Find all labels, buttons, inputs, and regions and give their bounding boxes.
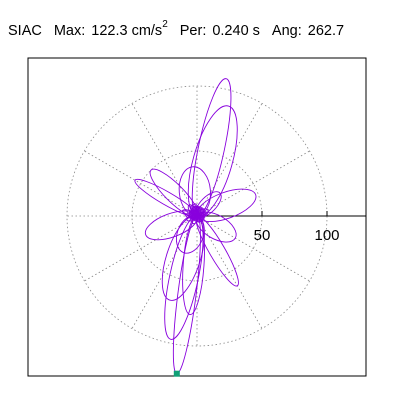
polar-spoke-240 [131,215,198,329]
orbit-loop-3 [187,105,238,217]
polar-spoke-120 [131,103,198,217]
peak-marker [173,370,180,377]
period-value: 0.240 s [212,22,260,39]
angle-value: 262.7 [307,22,345,39]
orbit-traces [134,78,257,375]
period-label: Per: [179,22,207,39]
max-label: Max: [53,22,86,39]
plot-frame [27,57,367,377]
polar-spoke-30 [196,150,310,217]
radial-tick-label-50: 50 [254,227,271,244]
radial-axis: 50 100 [197,211,366,244]
polar-spoke-60 [196,103,263,217]
max-value: 122.3 cm/s [91,22,163,39]
max-unit-exponent: 2 [162,19,168,30]
polar-spoke-210 [84,215,198,282]
polar-spoke-300 [196,215,263,329]
marker-layer [173,370,180,377]
polar-spoke-330 [196,215,310,282]
orbit-center-cluster [190,206,206,222]
station-code: SIAC [8,22,42,39]
chart-header: SIAC Max: 122.3 cm/s2 Per: 0.240 s Ang: 262.7 [8,19,345,39]
radial-tick-label-100: 100 [314,227,339,244]
polar-spoke-150 [84,150,198,217]
angle-label: Ang: [271,22,302,39]
